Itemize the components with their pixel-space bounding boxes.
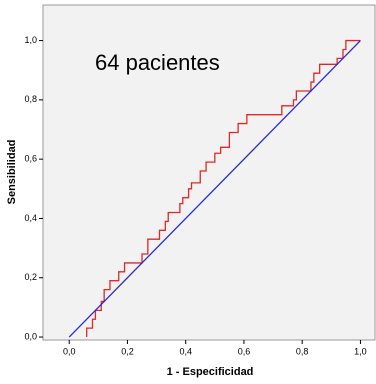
y-tick-label: 0,0 xyxy=(24,331,37,341)
y-tick-label: 1,0 xyxy=(24,35,37,45)
x-tick-label: 0,4 xyxy=(179,346,192,356)
x-tick-label: 0,6 xyxy=(238,346,251,356)
x-tick-label: 0,2 xyxy=(121,346,134,356)
y-tick-label: 0,4 xyxy=(24,213,37,223)
y-tick-label: 0,6 xyxy=(24,154,37,164)
x-tick-label: 0,8 xyxy=(296,346,309,356)
x-tick-label: 1,0 xyxy=(354,346,367,356)
x-tick-label: 0,0 xyxy=(63,346,76,356)
x-axis-label: 1 - Especificidad xyxy=(167,366,254,378)
y-tick-label: 0,2 xyxy=(24,272,37,282)
roc-line xyxy=(86,39,361,338)
roc-line xyxy=(68,40,361,338)
y-tick-label: 0,8 xyxy=(24,94,37,104)
plot-frame xyxy=(42,4,376,341)
y-axis-label: Sensibilidad xyxy=(6,140,18,205)
annotation: 64 pacientes xyxy=(95,50,220,75)
